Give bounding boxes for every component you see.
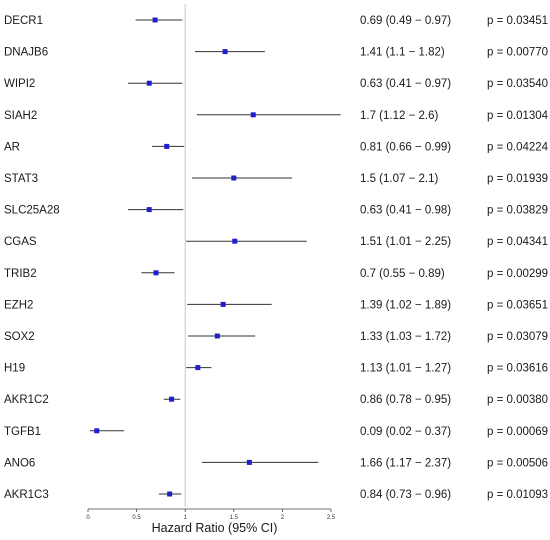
x-tick-label: 2 [281, 515, 285, 521]
gene-label: SLC25A28 [4, 205, 60, 217]
x-tick-label: 1.5 [230, 515, 239, 521]
hr-ci-label: 0.7 (0.55 − 0.89) [360, 268, 445, 280]
hr-point [94, 428, 100, 434]
p-value-label: p = 0.01939 [487, 173, 548, 185]
gene-label: ANO6 [4, 457, 35, 469]
hr-ci-label: 1.7 (1.12 − 2.6) [360, 110, 438, 122]
forest-row: DECR1 0.69 (0.49 − 0.97) p = 0.03451 [4, 15, 548, 27]
gene-label: WIPI2 [4, 78, 35, 90]
x-axis: 0 0.5 1 1.5 2 2.5 [86, 508, 336, 521]
gene-label: SIAH2 [4, 110, 37, 122]
hr-ci-label: 0.09 (0.02 − 0.37) [360, 426, 451, 438]
hr-ci-label: 1.66 (1.17 − 2.37) [360, 457, 451, 469]
hr-ci-label: 1.39 (1.02 − 1.89) [360, 299, 451, 311]
p-value-label: p = 0.00299 [487, 268, 548, 280]
gene-label: CGAS [4, 236, 37, 248]
forest-row: AKR1C2 0.86 (0.78 − 0.95) p = 0.00380 [4, 394, 548, 406]
hr-point [250, 112, 256, 118]
gene-label: TGFB1 [4, 426, 41, 438]
gene-label: EZH2 [4, 299, 33, 311]
forest-row: AR 0.81 (0.66 − 0.99) p = 0.04224 [4, 141, 549, 153]
p-value-label: p = 0.03829 [487, 205, 548, 217]
forest-rows: DECR1 0.69 (0.49 − 0.97) p = 0.03451 DNAJB6… [4, 15, 549, 501]
forest-row: TRIB2 0.7 (0.55 − 0.89) p = 0.00299 [4, 268, 548, 280]
hr-point [153, 270, 159, 276]
x-tick-label: 2.5 [327, 515, 336, 521]
p-value-label: p = 0.00506 [487, 457, 548, 469]
hr-ci-label: 1.33 (1.03 − 1.72) [360, 331, 451, 343]
p-value-label: p = 0.03451 [487, 15, 548, 27]
forest-row: H19 1.13 (1.01 − 1.27) p = 0.03616 [4, 363, 548, 375]
hr-point [232, 238, 238, 244]
forest-row: EZH2 1.39 (1.02 − 1.89) p = 0.03651 [4, 299, 548, 311]
hr-ci-label: 1.13 (1.01 − 1.27) [360, 363, 451, 375]
forest-row: DNAJB6 1.41 (1.1 − 1.82) p = 0.00770 [4, 47, 548, 59]
hr-point [220, 301, 226, 307]
hr-point [246, 459, 252, 465]
hr-point [146, 80, 152, 86]
forest-row: STAT3 1.5 (1.07 − 2.1) p = 0.01939 [4, 173, 548, 185]
p-value-label: p = 0.00770 [487, 47, 548, 59]
p-value-label: p = 0.00069 [487, 426, 548, 438]
p-value-label: p = 0.03079 [487, 331, 548, 343]
gene-label: TRIB2 [4, 268, 37, 280]
hr-ci-label: 1.51 (1.01 − 2.25) [360, 236, 451, 248]
hr-point [164, 143, 170, 149]
gene-label: SOX2 [4, 331, 35, 343]
forest-row: CGAS 1.51 (1.01 − 2.25) p = 0.04341 [4, 236, 548, 248]
hr-point [222, 49, 228, 55]
p-value-label: p = 0.03540 [487, 78, 548, 90]
hr-ci-label: 0.84 (0.73 − 0.96) [360, 489, 451, 501]
hr-point [231, 175, 237, 181]
forest-row: AKR1C3 0.84 (0.73 − 0.96) p = 0.01093 [4, 489, 548, 501]
hr-ci-label: 0.86 (0.78 − 0.95) [360, 394, 451, 406]
hr-ci-label: 1.5 (1.07 − 2.1) [360, 173, 438, 185]
x-tick-label: 0.5 [132, 515, 141, 521]
p-value-label: p = 0.03651 [487, 299, 548, 311]
p-value-label: p = 0.01093 [487, 489, 548, 501]
forest-row: WIPI2 0.63 (0.41 − 0.97) p = 0.03540 [4, 78, 548, 90]
forest-row: TGFB1 0.09 (0.02 − 0.37) p = 0.00069 [4, 426, 548, 438]
hr-point [169, 396, 175, 402]
forest-row: SOX2 1.33 (1.03 − 1.72) p = 0.03079 [4, 331, 548, 343]
x-tick-label: 0 [86, 515, 90, 521]
hr-ci-label: 0.81 (0.66 − 0.99) [360, 141, 451, 153]
x-tick-label: 1 [184, 515, 188, 521]
gene-label: AR [4, 141, 20, 153]
hr-ci-label: 0.69 (0.49 − 0.97) [360, 15, 451, 27]
gene-label: DECR1 [4, 15, 43, 27]
hr-point [195, 365, 201, 371]
hr-ci-label: 1.41 (1.1 − 1.82) [360, 47, 445, 59]
hr-point [146, 207, 152, 213]
hr-point [152, 17, 158, 23]
hr-point [214, 333, 220, 339]
p-value-label: p = 0.00380 [487, 394, 548, 406]
hr-ci-label: 0.63 (0.41 − 0.98) [360, 205, 451, 217]
gene-label: DNAJB6 [4, 47, 48, 59]
gene-label: AKR1C2 [4, 394, 49, 406]
p-value-label: p = 0.04224 [487, 141, 549, 153]
hr-point [167, 491, 173, 497]
gene-label: AKR1C3 [4, 489, 49, 501]
forest-row: SLC25A28 0.63 (0.41 − 0.98) p = 0.03829 [4, 205, 548, 217]
gene-label: H19 [4, 363, 25, 375]
p-value-label: p = 0.04341 [487, 236, 548, 248]
forest-row: SIAH2 1.7 (1.12 − 2.6) p = 0.01304 [4, 110, 549, 122]
hr-ci-label: 0.63 (0.41 − 0.97) [360, 78, 451, 90]
p-value-label: p = 0.01304 [487, 110, 549, 122]
p-value-label: p = 0.03616 [487, 363, 548, 375]
forest-row: ANO6 1.66 (1.17 − 2.37) p = 0.00506 [4, 457, 548, 469]
gene-label: STAT3 [4, 173, 38, 185]
x-axis-title: Hazard Ratio (95% CI) [152, 521, 278, 535]
